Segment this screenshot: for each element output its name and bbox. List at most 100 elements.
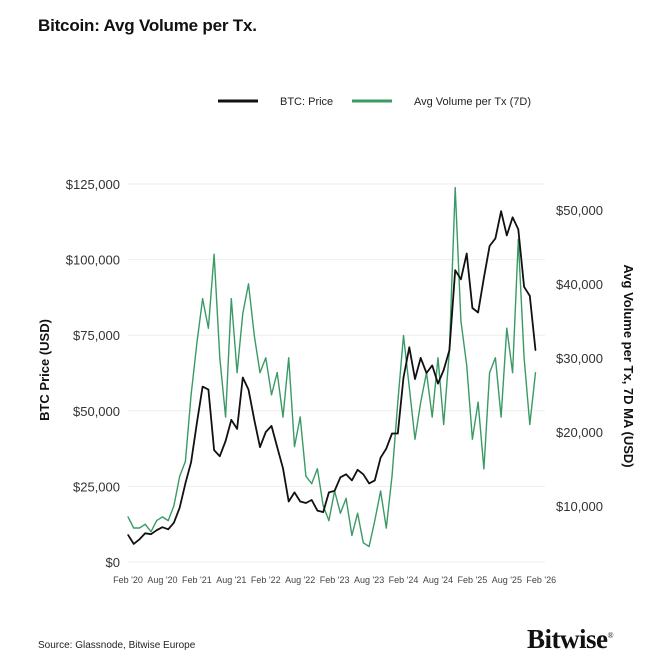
btc-price-point: [247, 389, 250, 391]
avg-volume-point: [402, 335, 405, 337]
btc-price-point: [282, 467, 284, 469]
avg-volume-point: [443, 423, 445, 426]
avg-volume-point: [253, 335, 255, 337]
avg-volume-point: [184, 460, 186, 462]
avg-volume-point: [529, 423, 531, 426]
avg-volume-point: [362, 542, 364, 544]
avg-volume-point: [133, 527, 135, 529]
x-tick-label: Feb '25: [458, 575, 488, 585]
btc-price-point: [391, 432, 393, 435]
avg-volume-point: [466, 364, 468, 366]
btc-price-point: [425, 372, 428, 374]
btc-price-point: [259, 446, 261, 448]
avg-volume-point: [397, 401, 399, 403]
x-tick-label: Feb '26: [526, 575, 556, 585]
btc-price-point: [529, 295, 531, 297]
btc-price-point: [305, 502, 307, 504]
btc-price-point: [357, 469, 359, 471]
source-note: Source: Glassnode, Bitwise Europe: [38, 640, 196, 651]
avg-volume-point: [471, 438, 473, 440]
btc-price-point: [345, 473, 347, 475]
avg-volume-point: [196, 342, 198, 344]
avg-volume-point: [144, 523, 146, 525]
btc-price-point: [230, 419, 232, 421]
avg-volume-point: [150, 531, 152, 533]
btc-price-point: [184, 482, 186, 484]
x-tick-label: Feb '20: [113, 575, 143, 585]
avg-volume-point: [276, 372, 278, 374]
avg-volume-point: [259, 372, 261, 374]
y-left-tick-label: $25,000: [73, 479, 120, 494]
btc-price-point: [471, 307, 473, 309]
btc-price-point: [288, 500, 290, 503]
x-tick-label: Aug '22: [285, 575, 315, 585]
avg-volume-point: [167, 519, 169, 522]
btc-price-point: [270, 425, 273, 427]
avg-volume-point: [179, 475, 181, 477]
btc-price-point: [173, 522, 175, 524]
btc-price-point: [213, 449, 215, 451]
avg-volume-point: [322, 505, 324, 507]
btc-price-point: [179, 506, 181, 509]
btc-price-point: [500, 210, 502, 212]
avg-volume-point: [374, 519, 376, 522]
btc-price-point: [322, 511, 324, 513]
btc-price-point: [466, 252, 468, 255]
avg-volume-point: [265, 357, 267, 359]
btc-price-point: [167, 528, 169, 530]
btc-price-point: [489, 245, 491, 247]
btc-price-point: [150, 533, 152, 535]
avg-volume-point: [293, 446, 296, 448]
avg-volume-point: [460, 320, 462, 322]
avg-volume-point: [282, 416, 284, 418]
btc-price-point: [368, 482, 370, 484]
btc-price-point: [374, 479, 376, 481]
btc-price-point: [334, 490, 336, 492]
btc-price-point: [196, 422, 198, 424]
btc-price-point: [437, 382, 439, 385]
btc-price-point: [144, 532, 146, 534]
btc-price-point: [523, 286, 525, 288]
btc-price-point: [385, 448, 387, 450]
btc-price-point: [506, 234, 508, 237]
avg-volume-point: [242, 312, 244, 315]
avg-volume-point: [506, 327, 508, 329]
y-right-axis-label: Avg Volume per Tx, 7D MA (USD): [621, 264, 636, 467]
btc-price-point: [219, 455, 221, 457]
avg-volume-point: [156, 519, 158, 522]
avg-volume-point: [523, 357, 525, 359]
avg-volume-point: [190, 394, 192, 396]
avg-volume-point: [316, 468, 319, 470]
y-left-tick-label: $0: [106, 555, 120, 570]
avg-volume-point: [328, 519, 330, 522]
avg-volume-point: [138, 527, 141, 529]
btc-price-point: [276, 446, 278, 448]
btc-price-point: [420, 357, 422, 359]
avg-volume-point: [207, 327, 209, 329]
btc-price-point: [311, 499, 313, 501]
btc-price-point: [253, 419, 255, 421]
x-tick-label: Aug '21: [216, 575, 246, 585]
btc-price-point: [534, 349, 537, 351]
btc-price-point: [483, 277, 485, 279]
avg-volume-point: [127, 516, 129, 518]
avg-volume-point: [483, 468, 485, 470]
avg-volume-point: [173, 505, 175, 507]
avg-volume-point: [385, 527, 387, 529]
x-tick-label: Feb '24: [389, 575, 419, 585]
btc-price-point: [517, 228, 519, 230]
avg-volume-point: [224, 416, 227, 418]
btc-price-point: [414, 378, 416, 380]
avg-volume-point: [202, 298, 204, 300]
x-tick-label: Aug '23: [354, 575, 384, 585]
avg-volume-point: [511, 372, 514, 374]
y-left-axis-label: BTC Price (USD): [37, 319, 52, 421]
y-right-tick-label: $10,000: [556, 499, 603, 514]
avg-volume-point: [494, 357, 496, 359]
btc-price-point: [477, 311, 479, 314]
avg-volume-point: [408, 386, 410, 389]
y-left-tick-label: $100,000: [66, 253, 120, 268]
avg-volume-point: [247, 283, 250, 285]
avg-volume-point: [288, 357, 290, 359]
btc-price-point: [397, 432, 399, 435]
